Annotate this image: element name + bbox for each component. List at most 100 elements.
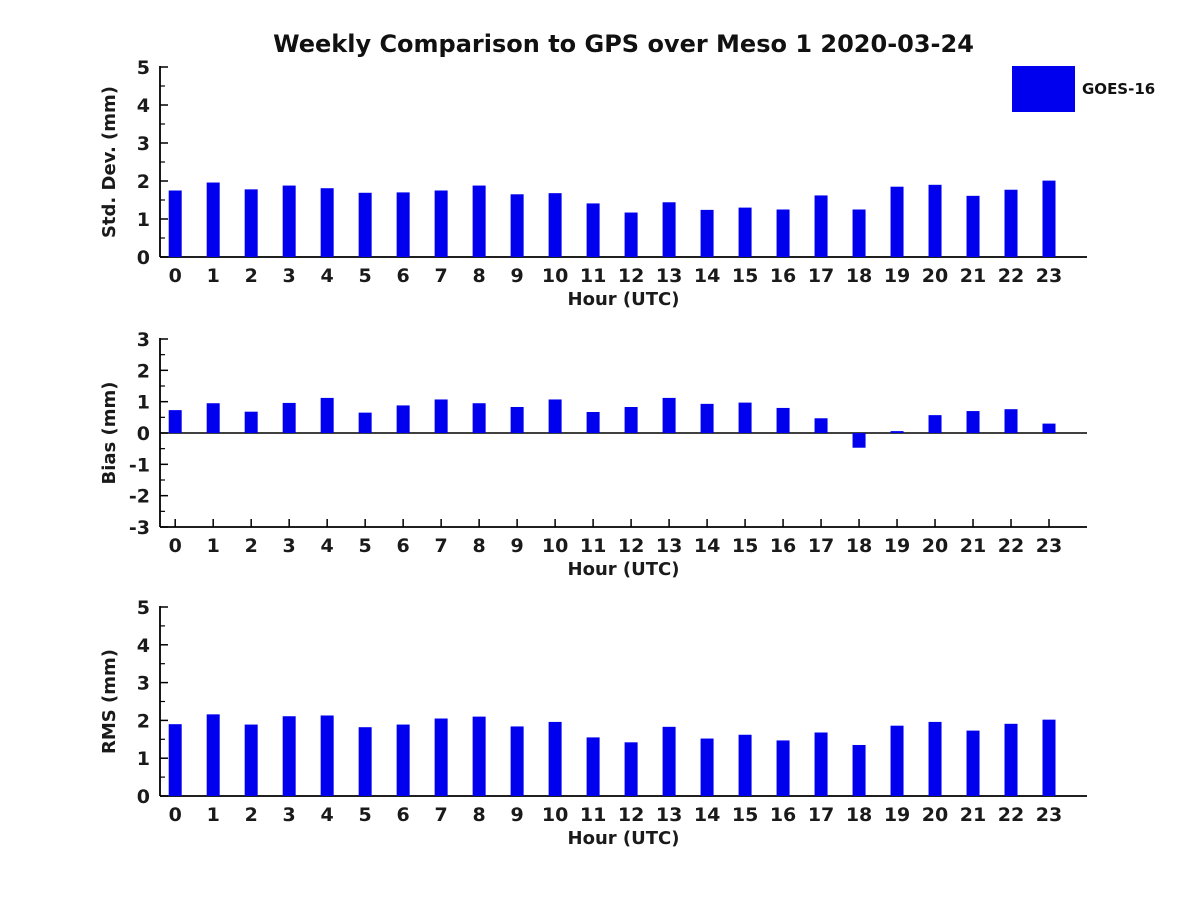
rms-y-axis-title: RMS (mm): [99, 649, 120, 754]
rms-y-tick-label: 4: [137, 635, 150, 657]
std_dev-bar-hour-6: [396, 192, 410, 257]
bias-y-tick-label: -2: [129, 486, 150, 508]
rms-bar-hour-8: [472, 716, 486, 796]
std_dev-x-tick-label: 0: [169, 265, 182, 287]
bias-x-tick-label: 17: [808, 535, 834, 557]
std_dev-y-tick-label: 3: [137, 133, 150, 155]
std_dev-bar-hour-20: [928, 184, 942, 257]
std_dev-x-tick-label: 9: [511, 265, 524, 287]
bias-bar-hour-17: [814, 418, 828, 433]
bias-y-tick-label: 3: [137, 329, 150, 351]
rms-y-tick-label: 1: [137, 748, 150, 770]
std_dev-y-tick-label: 5: [137, 57, 150, 79]
bias-bar-hour-1: [206, 403, 220, 433]
std_dev-bar-hour-21: [966, 195, 980, 257]
bias-x-tick-label: 12: [618, 535, 644, 557]
bias-bar-hour-15: [738, 402, 752, 433]
rms-x-tick-label: 15: [732, 804, 758, 826]
bias-y-tick-label: 0: [137, 423, 150, 445]
rms-x-tick-label: 7: [435, 804, 448, 826]
std_dev-y-tick-label: 2: [137, 171, 150, 193]
rms-x-tick-label: 11: [580, 804, 606, 826]
bias-bar-hour-18: [852, 433, 866, 448]
std_dev-bar-hour-9: [510, 194, 524, 257]
bias-x-tick-label: 1: [207, 535, 220, 557]
std_dev-bar-hour-1: [206, 182, 220, 257]
std_dev-x-tick-label: 13: [656, 265, 682, 287]
std_dev-bar-hour-17: [814, 195, 828, 257]
bias-bar-hour-13: [662, 397, 676, 433]
bias-bar-hour-6: [396, 405, 410, 433]
rms-bar-hour-3: [282, 716, 296, 796]
std_dev-x-tick-label: 8: [473, 265, 486, 287]
rms-bar-hour-2: [244, 724, 258, 796]
std_dev-x-tick-label: 12: [618, 265, 644, 287]
std_dev-x-tick-label: 3: [283, 265, 296, 287]
bias-x-tick-label: 9: [511, 535, 524, 557]
bias-x-tick-label: 23: [1036, 535, 1062, 557]
bias-bar-hour-7: [434, 399, 448, 433]
bias-x-tick-label: 8: [473, 535, 486, 557]
rms-bar-hour-19: [890, 725, 904, 796]
bias-x-tick-label: 11: [580, 535, 606, 557]
std_dev-x-tick-label: 5: [359, 265, 372, 287]
rms-x-tick-label: 17: [808, 804, 834, 826]
bias-bar-hour-9: [510, 406, 524, 433]
bias-x-tick-label: 22: [998, 535, 1024, 557]
std_dev-x-tick-label: 15: [732, 265, 758, 287]
rms-x-tick-label: 22: [998, 804, 1024, 826]
rms-x-tick-label: 23: [1036, 804, 1062, 826]
bias-x-tick-label: 0: [169, 535, 182, 557]
std_dev-x-tick-label: 1: [207, 265, 220, 287]
bias-x-tick-label: 14: [694, 535, 720, 557]
bias-x-tick-label: 15: [732, 535, 758, 557]
bias-x-tick-label: 19: [884, 535, 910, 557]
std_dev-bar-hour-15: [738, 207, 752, 257]
rms-x-tick-label: 8: [473, 804, 486, 826]
bias-x-tick-label: 13: [656, 535, 682, 557]
rms-x-tick-label: 16: [770, 804, 796, 826]
rms-bar-hour-22: [1004, 723, 1018, 796]
rms-bar-hour-4: [320, 715, 334, 796]
bias-x-axis-title: Hour (UTC): [568, 559, 680, 580]
bias-x-tick-label: 7: [435, 535, 448, 557]
rms-bar-hour-12: [624, 742, 638, 796]
std_dev-x-tick-label: 14: [694, 265, 720, 287]
rms-x-tick-label: 10: [542, 804, 568, 826]
std_dev-x-tick-label: 17: [808, 265, 834, 287]
bias-bar-hour-0: [168, 410, 182, 433]
std_dev-bar-hour-0: [168, 190, 182, 257]
std_dev-x-axis-title: Hour (UTC): [568, 289, 680, 310]
legend-label-goes16: GOES-16: [1082, 80, 1156, 98]
bias-bar-hour-20: [928, 415, 942, 433]
bias-x-tick-label: 2: [245, 535, 258, 557]
rms-bar-hour-5: [358, 727, 372, 796]
bias-bar-hour-19: [890, 431, 904, 433]
std_dev-y-tick-label: 1: [137, 209, 150, 231]
std_dev-bar-hour-10: [548, 193, 562, 257]
bias-bar-hour-23: [1042, 423, 1056, 433]
std_dev-x-tick-label: 10: [542, 265, 568, 287]
rms-x-tick-label: 4: [321, 804, 334, 826]
std_dev-x-tick-label: 23: [1036, 265, 1062, 287]
std_dev-bar-hour-12: [624, 212, 638, 257]
std_dev-bar-hour-7: [434, 190, 448, 257]
rms-bar-hour-16: [776, 740, 790, 796]
bias-bar-hour-8: [472, 403, 486, 433]
rms-x-tick-label: 21: [960, 804, 986, 826]
rms-x-tick-label: 13: [656, 804, 682, 826]
std_dev-bar-hour-11: [586, 203, 600, 257]
legend-swatch-goes16: [1012, 66, 1075, 112]
rms-x-tick-label: 5: [359, 804, 372, 826]
bias-y-tick-label: -1: [129, 454, 150, 476]
bias-bar-hour-14: [700, 403, 714, 433]
std_dev-x-tick-label: 11: [580, 265, 606, 287]
std_dev-bar-hour-19: [890, 186, 904, 257]
std_dev-x-tick-label: 18: [846, 265, 872, 287]
std_dev-x-tick-label: 7: [435, 265, 448, 287]
rms-x-tick-label: 18: [846, 804, 872, 826]
bias-x-tick-label: 21: [960, 535, 986, 557]
bias-x-tick-label: 3: [283, 535, 296, 557]
bias-bar-hour-22: [1004, 409, 1018, 433]
